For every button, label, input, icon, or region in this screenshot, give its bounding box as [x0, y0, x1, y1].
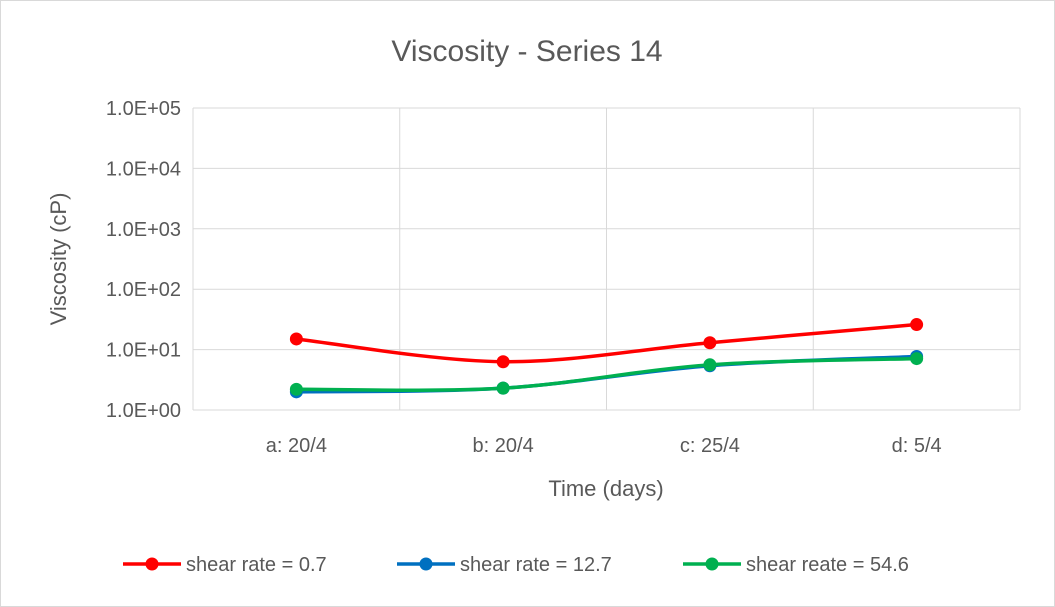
data-point [703, 336, 717, 350]
data-point [910, 318, 924, 332]
x-tick-label: c: 25/4 [680, 435, 740, 457]
y-tick-label: 1.0E+04 [106, 158, 181, 180]
x-axis-title: Time (days) [548, 476, 663, 501]
data-point [289, 382, 303, 396]
data-point [496, 355, 510, 369]
y-tick-label: 1.0E+02 [106, 279, 181, 301]
legend-marker [419, 557, 433, 571]
legend-label: shear reate = 54.6 [746, 554, 909, 576]
x-tick-label: d: 5/4 [892, 435, 942, 457]
y-axis-tick-labels: 1.0E+00 1.0E+01 1.0E+02 1.0E+03 1.0E+04 1.0E+… [106, 98, 181, 422]
data-point [496, 381, 510, 395]
legend-item: shear rate = 12.7 [397, 554, 612, 576]
data-point [910, 352, 924, 366]
y-tick-label: 1.0E+05 [106, 98, 181, 120]
data-point [703, 358, 717, 372]
x-tick-label: a: 20/4 [266, 435, 327, 457]
legend-item: shear reate = 54.6 [683, 554, 909, 576]
legend-label: shear rate = 0.7 [186, 554, 327, 576]
x-tick-label: b: 20/4 [473, 435, 534, 457]
legend-marker [705, 557, 719, 571]
legend-label: shear rate = 12.7 [460, 554, 612, 576]
series-3 [289, 352, 924, 396]
legend-marker [145, 557, 159, 571]
y-axis-title: Viscosity (cP) [46, 193, 71, 326]
x-axis-tick-labels: a: 20/4 b: 20/4 c: 25/4 d: 5/4 [266, 435, 942, 457]
y-tick-label: 1.0E+03 [106, 219, 181, 241]
series-lines [289, 318, 924, 399]
gridlines [192, 107, 1021, 411]
legend: shear rate = 0.7 shear rate = 12.7 shear r… [123, 554, 909, 576]
legend-item: shear rate = 0.7 [123, 554, 327, 576]
y-tick-label: 1.0E+00 [106, 400, 181, 422]
y-tick-label: 1.0E+01 [106, 340, 181, 362]
series-line [296, 356, 917, 393]
data-point [289, 332, 303, 346]
chart-title: Viscosity - Series 14 [391, 35, 662, 68]
series-1 [289, 318, 924, 369]
series-line [296, 322, 917, 364]
